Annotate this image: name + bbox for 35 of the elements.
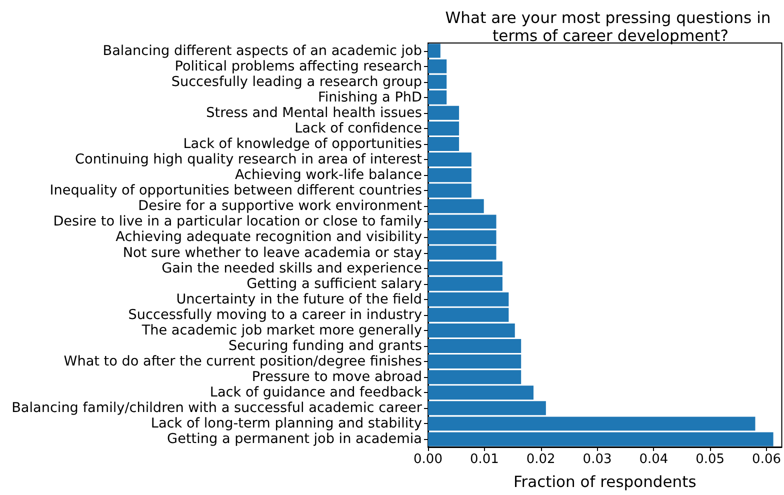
x-tick-label: 0.00 (414, 452, 442, 467)
chart-title: What are your most pressing questions in terms of career development? (445, 9, 776, 45)
x-tick-label: 0.05 (696, 452, 725, 467)
x-axis-title: Fraction of respondents (513, 473, 696, 491)
y-tick-label: The academic job market more generally (140, 322, 422, 338)
y-tick-label: Finishing a PhD (318, 89, 422, 106)
y-tick-label: Successfully moving to a career in industry (128, 306, 422, 323)
y-tick-label: Securing funding and grants (228, 338, 422, 354)
y-tick-label: Continuing high quality research in area of interest (75, 152, 422, 168)
y-tick-label: Stress and Mental health issues (206, 104, 422, 121)
y-tick-label: Uncertainty in the future of the field (176, 291, 422, 308)
y-tick-label: Inequality of opportunities between different countries (50, 182, 422, 199)
y-tick-label: Pressure to move abroad (252, 369, 422, 386)
y-tick-label: Succesfully leading a research group (171, 74, 422, 90)
y-tick-label: Getting a sufficient salary (246, 276, 422, 292)
y-tick-label: Balancing family/children with a successful academic career (12, 400, 422, 416)
y-tick-label: Not sure whether to leave academia or stay (122, 244, 422, 261)
y-tick-label: Lack of long-term planning and stability (150, 416, 422, 432)
y-tick-label: Achieving adequate recognition and visibility (116, 229, 422, 246)
x-tick-label: 0.01 (470, 452, 499, 467)
y-tick-label: What to do after the current position/degree finishes (64, 354, 422, 370)
y-tick-label: Desire for a supportive work environment (138, 198, 422, 214)
x-tick-label: 0.03 (582, 452, 612, 467)
x-tick-label: 0.06 (752, 452, 782, 467)
y-tick-label: Desire to live in a particular location or close to family (53, 214, 422, 230)
y-tick-label: Achieving work-life balance (234, 167, 422, 184)
y-tick-label: Political problems affecting research (174, 58, 422, 74)
y-tick-label: Lack of knowledge of opportunities (183, 136, 422, 152)
y-tick-label: Lack of confidence (294, 120, 422, 136)
y-tick-label: Gain the needed skills and experience (162, 260, 422, 276)
x-tick-label: 0.04 (639, 452, 668, 467)
y-tick-label: Lack of guidance and feedback (210, 384, 422, 401)
y-tick-label: Getting a permanent job in academia (167, 431, 422, 448)
x-tick-label: 0.02 (526, 452, 556, 467)
y-tick-label: Balancing different aspects of an academic job (102, 42, 422, 59)
